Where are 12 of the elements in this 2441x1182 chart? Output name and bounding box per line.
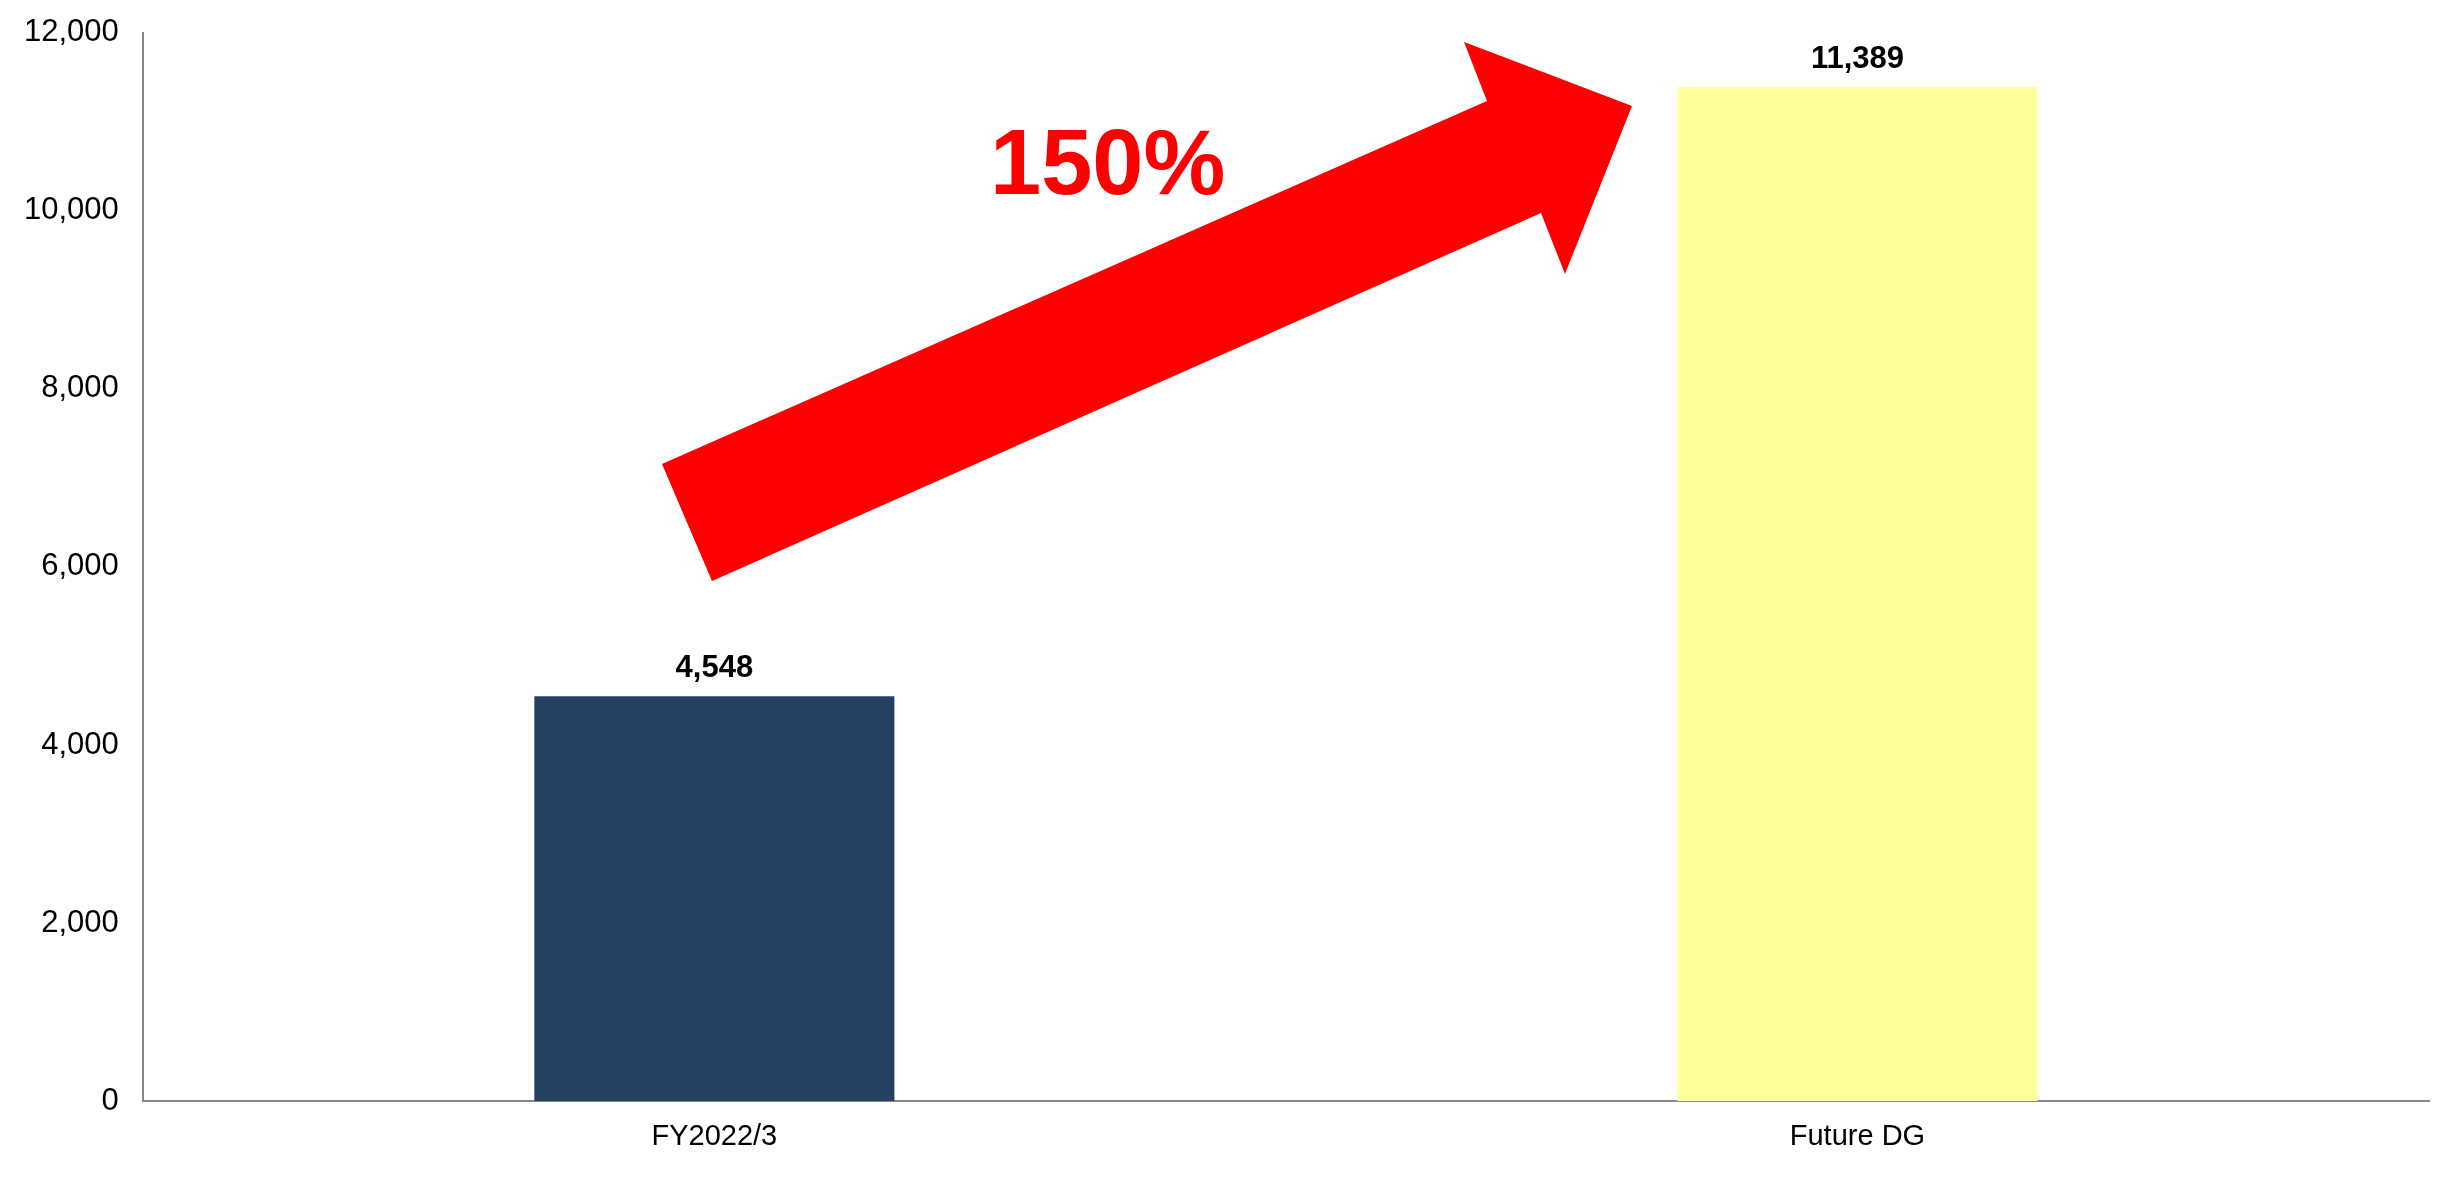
y-tick-label: 10,000 <box>23 191 119 227</box>
x-tick-label: FY2022/3 <box>651 1118 778 1151</box>
y-tick-label: 6,000 <box>41 547 119 583</box>
y-tick-label: 4,000 <box>41 725 119 761</box>
y-tick-label: 12,000 <box>23 13 119 49</box>
data-label: 11,389 <box>1810 40 1905 76</box>
y-tick-label: 8,000 <box>41 369 119 405</box>
y-tick-label: 0 <box>101 1081 119 1117</box>
y-tick-label: 2,000 <box>41 903 119 939</box>
annotation: 150% <box>990 110 1226 215</box>
x-tick-label: Future DG <box>1789 1118 1926 1151</box>
data-label: 4,548 <box>675 649 754 685</box>
